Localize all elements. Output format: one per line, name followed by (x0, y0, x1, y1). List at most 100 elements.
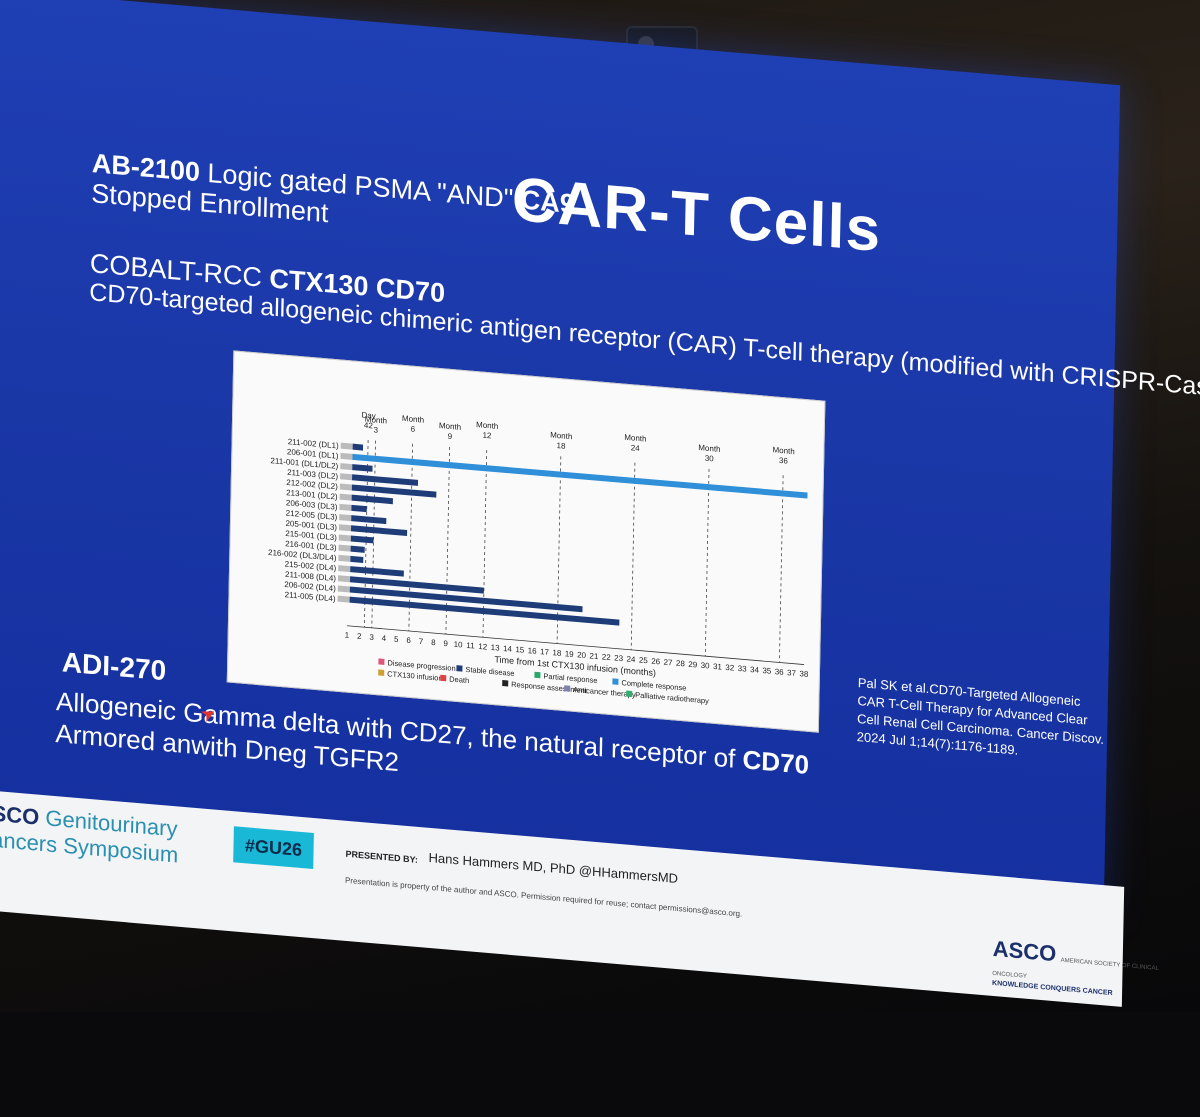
x-tick-label: 3 (369, 633, 374, 642)
patient-bar-prefix (337, 585, 350, 593)
legend-swatch (534, 671, 541, 679)
legend-swatch (626, 690, 633, 698)
x-tick-label: 4 (382, 634, 387, 643)
patient-bar-prefix (340, 442, 353, 450)
legend-swatch (612, 678, 619, 685)
milestone-label: Month (365, 415, 387, 426)
x-tick-label: 6 (406, 636, 411, 645)
patient-bar-prefix (339, 514, 352, 522)
x-tick-label: 7 (419, 637, 424, 646)
x-tick-label: 20 (577, 650, 587, 660)
asco-right-brand: ASCO (992, 935, 1057, 967)
milestone-label: Day (361, 410, 375, 420)
legend-swatch (502, 679, 509, 687)
hashtag-badge: #GU26 (233, 826, 314, 870)
x-tick-label: 26 (651, 657, 661, 667)
patient-bar-prefix (339, 493, 352, 501)
patient-label: 206-001 (DL1) (287, 447, 339, 460)
milestone-label: 6 (411, 425, 416, 434)
x-tick-label: 17 (540, 647, 550, 657)
legend-label: Death (449, 674, 469, 685)
x-tick-label: 24 (626, 654, 636, 664)
milestone-label: 36 (779, 456, 789, 466)
patient-bar (351, 504, 367, 513)
patient-bar (351, 515, 387, 525)
milestone-line (556, 456, 562, 644)
milestone-label: Month (698, 443, 720, 454)
x-tick-label: 36 (775, 667, 785, 677)
x-tick-label: 14 (503, 644, 513, 654)
milestone-label: 18 (556, 441, 566, 451)
milestone-line (482, 450, 488, 638)
patient-label: 211-002 (DL1) (288, 437, 339, 450)
patient-label: 215-002 (DL4) (285, 560, 337, 573)
patient-label: 216-001 (DL3) (285, 539, 337, 552)
patient-bar (352, 474, 419, 486)
patient-label: 206-002 (DL4) (284, 580, 336, 593)
patient-bar-prefix (338, 534, 351, 542)
milestone-label: 9 (448, 432, 453, 441)
patient-bar (350, 566, 404, 577)
legend-swatch (378, 658, 385, 665)
x-tick-label: 27 (664, 658, 674, 668)
x-tick-label: 31 (713, 662, 723, 672)
patient-bar-prefix (339, 503, 352, 511)
milestone-label: Month (402, 414, 424, 425)
x-tick-label: 10 (454, 640, 464, 650)
patient-label: 212-002 (DL2) (286, 478, 338, 491)
ab2100-ca9: CA9 (520, 184, 576, 220)
patient-bar-prefix (338, 524, 352, 532)
patient-bar (350, 535, 374, 544)
x-tick-label: 19 (565, 649, 575, 659)
swimmer-plot: Day 42 Month 3 Month 6 Month 9 Month 12 Month 18 Mon… (226, 350, 826, 733)
patient-label: 211-003 (DL2) (287, 468, 338, 481)
x-axis (347, 625, 805, 665)
patient-bar-prefix (338, 544, 351, 552)
legend-label: Stable disease (465, 665, 514, 678)
milestone-label: Month (550, 430, 572, 441)
milestone-label: 42 (364, 421, 374, 431)
patient-label: 212-005 (DL3) (286, 509, 338, 522)
x-tick-label: 38 (799, 669, 809, 679)
milestone-line (408, 443, 413, 631)
patient-bar (350, 545, 365, 553)
milestone-label: Month (476, 420, 498, 431)
x-tick-label: 5 (394, 635, 399, 644)
patient-bar-prefix (340, 463, 353, 471)
patient-label: 215-001 (DL3) (285, 529, 337, 542)
milestone-label: 24 (631, 443, 641, 453)
patient-bar-prefix (339, 483, 352, 491)
milestone-line (630, 462, 636, 650)
x-tick-label: 30 (701, 661, 711, 671)
patient-bar-prefix (340, 473, 353, 481)
patient-bar-prefix (337, 595, 350, 603)
patient-bar-prefix (337, 575, 351, 583)
patient-bar (349, 596, 620, 626)
x-tick-label: 22 (602, 652, 612, 662)
legend-swatch (440, 674, 447, 682)
patient-bar-prefix (340, 452, 353, 460)
x-tick-label: 33 (738, 664, 748, 674)
legend-swatch (564, 685, 571, 692)
patient-bar (352, 464, 373, 472)
x-tick-label: 11 (466, 641, 475, 651)
patient-bar-prefix (338, 554, 351, 562)
milestone-label: 3 (373, 425, 378, 434)
adi-line1-bold: CD70 (742, 744, 810, 780)
x-tick-label: 8 (431, 638, 436, 647)
patient-label: 205-001 (DL3) (285, 519, 337, 532)
x-tick-label: 35 (762, 666, 772, 676)
legend-swatch (456, 665, 463, 672)
x-tick-label: 34 (750, 665, 760, 675)
x-tick-label: 15 (515, 645, 525, 655)
x-tick-label: 13 (491, 643, 501, 653)
x-tick-label: 37 (787, 668, 797, 678)
x-tick-label: 18 (552, 648, 562, 658)
patient-label: 213-001 (DL2) (286, 488, 338, 501)
milestone-label: 30 (705, 454, 715, 464)
milestone-line (778, 475, 784, 663)
x-tick-label: 28 (676, 659, 686, 669)
x-tick-label: 23 (614, 653, 624, 663)
asco-brand: ASCO (0, 799, 40, 830)
